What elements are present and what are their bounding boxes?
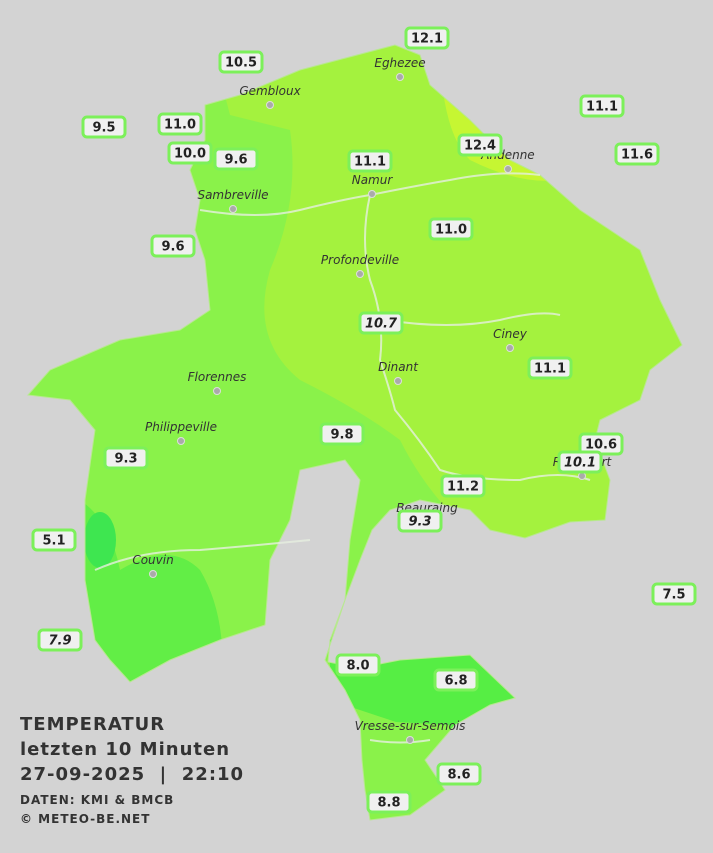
town-label: Gembloux xyxy=(239,84,301,98)
town-label: Profondeville xyxy=(321,253,399,267)
station-value: 9.6 xyxy=(224,153,247,168)
town-dot xyxy=(506,344,514,352)
station-box xyxy=(440,474,486,498)
station-value: 10.0 xyxy=(174,147,206,162)
town-label: Couvin xyxy=(132,553,173,567)
station-value: 5.1 xyxy=(42,534,65,549)
town-dot xyxy=(504,165,512,173)
station-box xyxy=(167,141,213,165)
station-value: 11.0 xyxy=(435,223,467,238)
station-value: 8.6 xyxy=(447,768,470,783)
town-dot xyxy=(406,736,414,744)
town-dot xyxy=(396,73,404,81)
source: DATEN: KMI & BMCB xyxy=(20,793,174,807)
town-dot xyxy=(229,205,237,213)
station-box xyxy=(651,582,697,606)
station-box xyxy=(37,628,83,652)
station-value: 8.8 xyxy=(377,796,400,811)
town-label: Eghezee xyxy=(374,56,425,70)
datetime: 27-09-2025 | 22:10 xyxy=(20,764,244,785)
station-value: 6.8 xyxy=(444,674,467,689)
town-label: Vresse-sur-Semois xyxy=(355,719,466,733)
station-box xyxy=(218,50,264,74)
subtitle: letzten 10 Minuten xyxy=(20,739,230,760)
station-box xyxy=(557,450,603,474)
station-value: 7.9 xyxy=(48,634,71,649)
station-box xyxy=(366,790,412,814)
town-label: Sambreville xyxy=(197,188,268,202)
station-box xyxy=(335,653,381,677)
station-box xyxy=(81,115,127,139)
station-value: 9.8 xyxy=(330,428,353,443)
station-box xyxy=(436,762,482,786)
town-dot xyxy=(177,437,185,445)
station-box xyxy=(428,217,474,241)
station-value: 10.6 xyxy=(585,438,617,453)
station-value: 8.0 xyxy=(346,659,369,674)
town-dot xyxy=(394,377,402,385)
station-value: 12.4 xyxy=(464,139,496,154)
town-dot xyxy=(356,270,364,278)
town-dot xyxy=(149,570,157,578)
credit: © METEO-BE.NET xyxy=(20,812,150,826)
station-value: 11.2 xyxy=(447,480,479,495)
station-value: 9.6 xyxy=(161,240,184,255)
town-label: Ciney xyxy=(493,327,528,341)
station-box xyxy=(358,311,404,335)
station-box xyxy=(457,133,503,157)
station-value: 9.5 xyxy=(92,121,115,136)
town-dot xyxy=(213,387,221,395)
station-value: 11.6 xyxy=(621,148,653,163)
town-dot xyxy=(266,101,274,109)
station-box xyxy=(319,422,365,446)
station-value: 10.5 xyxy=(225,56,257,71)
station-value: 11.0 xyxy=(164,118,196,133)
station-value: 9.3 xyxy=(114,452,137,467)
station-box xyxy=(213,147,259,171)
station-value: 7.5 xyxy=(662,588,685,603)
town-label: Namur xyxy=(352,173,394,187)
station-box xyxy=(31,528,77,552)
town-label: Philippeville xyxy=(145,420,217,434)
town-dot xyxy=(368,190,376,198)
station-box xyxy=(579,94,625,118)
station-value: 11.1 xyxy=(586,100,618,115)
station-box xyxy=(614,142,660,166)
town-label: Dinant xyxy=(378,360,419,374)
town-label: Florennes xyxy=(188,370,247,384)
title: TEMPERATUR xyxy=(20,714,165,735)
station-box xyxy=(157,112,203,136)
station-box xyxy=(150,234,196,258)
station-box xyxy=(433,668,479,692)
station-box xyxy=(397,509,443,533)
station-value: 10.7 xyxy=(365,317,398,332)
station-value: 10.1 xyxy=(564,456,596,471)
station-box xyxy=(347,149,393,173)
station-value: 11.1 xyxy=(354,155,386,170)
town-dot xyxy=(578,472,586,480)
station-box xyxy=(103,446,149,470)
station-box xyxy=(404,26,450,50)
station-box xyxy=(527,356,573,380)
station-value: 9.3 xyxy=(408,515,431,530)
station-value: 11.1 xyxy=(534,362,566,377)
province-outline xyxy=(26,44,683,821)
station-value: 12.1 xyxy=(411,32,443,47)
